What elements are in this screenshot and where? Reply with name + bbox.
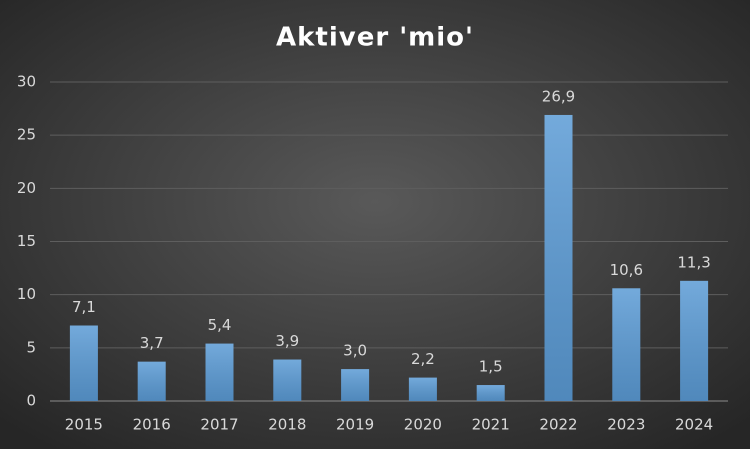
value-label: 3,9 [275,332,299,350]
y-tick-label: 10 [17,285,36,303]
value-label: 3,0 [343,342,367,360]
value-label: 3,7 [140,334,164,352]
value-label: 11,3 [677,253,710,271]
x-tick-label: 2015 [65,416,103,434]
y-tick-label: 25 [17,126,36,144]
bar-shade [476,385,505,401]
x-tick-label: 2020 [404,416,442,434]
y-tick-label: 15 [17,232,36,250]
y-tick-label: 0 [26,392,36,410]
chart-title: Aktiver 'mio' [276,23,474,53]
bar-shade [408,377,437,401]
x-tick-label: 2021 [472,416,510,434]
bar-shade [137,361,166,401]
bar-shade [69,325,98,401]
y-tick-label: 5 [26,338,36,356]
bar-shade [205,343,234,401]
value-label: 26,9 [542,87,575,105]
x-tick-label: 2022 [539,416,577,434]
value-label: 5,4 [208,316,232,334]
bar-shade [273,359,302,401]
value-label: 7,1 [72,298,96,316]
x-tick-label: 2019 [336,416,374,434]
bar-shade [341,369,370,401]
x-tick-label: 2023 [607,416,645,434]
value-label: 2,2 [411,350,435,368]
value-label: 1,5 [479,358,503,376]
x-tick-label: 2018 [268,416,306,434]
bar-shade [680,280,709,401]
bar-shade [544,114,573,402]
y-tick-label: 30 [17,73,36,91]
x-tick-label: 2016 [133,416,171,434]
x-tick-label: 2024 [675,416,713,434]
x-tick-label: 2017 [200,416,238,434]
bar-shade [612,288,641,401]
value-label: 10,6 [610,261,643,279]
y-tick-label: 20 [17,179,36,197]
